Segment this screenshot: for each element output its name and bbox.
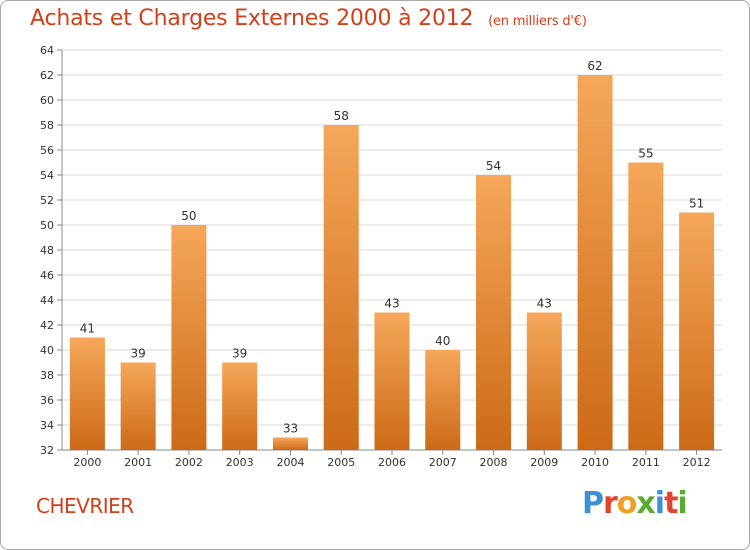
data-label: 58 (334, 109, 349, 123)
bar-2011 (628, 162, 664, 450)
bar-2004 (272, 437, 308, 450)
y-tick-label: 36 (40, 394, 54, 407)
chart-title-text: Achats et Charges Externes 2000 à 2012 (30, 6, 474, 31)
x-tick-label: 2009 (530, 456, 558, 469)
data-label: 40 (435, 334, 450, 348)
bar-2001 (120, 362, 156, 450)
bar-2007 (425, 350, 461, 450)
x-tick-label: 2008 (480, 456, 508, 469)
y-tick-label: 60 (40, 94, 54, 107)
data-label: 51 (689, 197, 704, 211)
bar-2005 (323, 125, 359, 450)
y-tick-label: 58 (40, 119, 54, 132)
y-tick-label: 38 (40, 369, 54, 382)
bar-2012 (679, 212, 715, 450)
logo-letter: x (636, 486, 655, 521)
y-tick-labels: 32 34 36 38 40 42 44 46 48 50 52 54 56 58 60 62 64 (40, 44, 54, 457)
bar-2009 (526, 312, 562, 450)
chart-title: Achats et Charges Externes 2000 à 2012 (… (30, 6, 587, 31)
bar-2010 (577, 75, 613, 450)
x-tick-label: 2007 (429, 456, 457, 469)
y-tick-label: 48 (40, 244, 54, 257)
bar-2008 (476, 175, 512, 450)
y-tick-label: 44 (40, 294, 54, 307)
bar-2000 (69, 337, 105, 450)
x-tick-label: 2012 (683, 456, 711, 469)
logo-letter: i (677, 486, 687, 521)
proxiti-logo: Proxiti (582, 486, 688, 521)
bar-2003 (222, 362, 258, 450)
chart-unit-label: (en milliers d'€) (488, 14, 587, 29)
data-label: 55 (638, 147, 653, 161)
y-tick-label: 32 (40, 444, 54, 457)
y-tick-label: 52 (40, 194, 54, 207)
y-tick-label: 50 (40, 219, 54, 232)
x-tick-label: 2002 (175, 456, 203, 469)
bars (69, 75, 715, 450)
data-labels: 41 39 50 39 33 58 43 40 54 43 62 55 51 (80, 59, 705, 436)
x-tick-labels: 2000 2001 2002 2003 2004 2005 2006 2007 2008 2009… (73, 456, 710, 469)
data-label: 43 (537, 297, 552, 311)
x-tick-label: 2011 (632, 456, 660, 469)
x-tick-label: 2000 (73, 456, 101, 469)
data-label: 62 (587, 59, 602, 73)
logo-letter: P (582, 486, 604, 521)
y-tick-label: 64 (40, 44, 54, 57)
bar-2002 (171, 225, 207, 450)
data-label: 39 (232, 347, 247, 361)
data-label: 33 (283, 422, 298, 436)
logo-letter: i (654, 486, 665, 521)
x-tick-label: 2005 (327, 456, 355, 469)
y-tick-label: 46 (40, 269, 54, 282)
data-label: 54 (486, 159, 501, 173)
x-tick-label: 2003 (226, 456, 254, 469)
data-label: 41 (80, 322, 95, 336)
data-label: 39 (131, 347, 146, 361)
x-tick-label: 2001 (124, 456, 152, 469)
logo-letter: r (603, 486, 618, 521)
y-tick-label: 54 (40, 169, 54, 182)
y-tick-label: 56 (40, 144, 54, 157)
logo-letter: o (616, 486, 638, 521)
commune-name: CHEVRIER (36, 494, 134, 518)
data-label: 43 (384, 297, 399, 311)
x-tick-label: 2006 (378, 456, 406, 469)
bar-2006 (374, 312, 410, 450)
data-label: 50 (181, 209, 196, 223)
x-tick-label: 2004 (276, 456, 304, 469)
x-tick-label: 2010 (581, 456, 609, 469)
y-tick-label: 40 (40, 344, 54, 357)
logo-letter: t (664, 486, 678, 521)
y-tick-label: 34 (40, 419, 54, 432)
y-tick-label: 42 (40, 319, 54, 332)
y-tick-label: 62 (40, 69, 54, 82)
